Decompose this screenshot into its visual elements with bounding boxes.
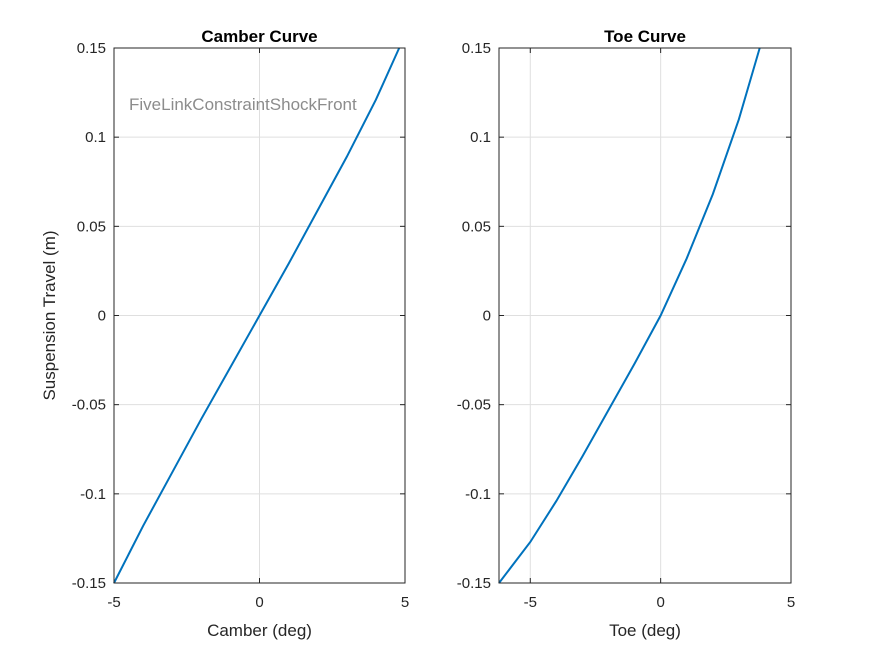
y-tick-label: 0.05: [462, 218, 491, 235]
chart-title: Camber Curve: [201, 27, 317, 46]
y-tick-label: 0: [98, 308, 106, 325]
x-tick-label: 0: [255, 594, 263, 611]
x-tick-label: 5: [401, 594, 409, 611]
x-tick-label: 0: [656, 594, 664, 611]
y-tick-label: 0.15: [77, 40, 106, 57]
y-tick-label: -0.05: [457, 397, 491, 414]
y-tick-label: 0.1: [85, 129, 106, 146]
series-line-1: [498, 47, 761, 584]
annotation-text: FiveLinkConstraintShockFront: [129, 95, 357, 114]
y-tick-label: -0.1: [465, 486, 491, 503]
y-tick-label: -0.15: [457, 575, 491, 592]
x-tick-label: 5: [787, 594, 795, 611]
y-tick-label: -0.15: [72, 575, 106, 592]
y-tick-label: 0.05: [77, 218, 106, 235]
y-tick-label: 0.15: [462, 40, 491, 57]
chart-panel-1: -5 0 5 -0.15 -0.1 -0.05 0 0.05 0.1 0.15 Camber Cur…: [40, 27, 409, 640]
y-tick-label: -0.05: [72, 397, 106, 414]
x-axis-label: Toe (deg): [609, 621, 681, 640]
x-tick-label: -5: [524, 594, 537, 611]
y-axis-label: Suspension Travel (m): [40, 230, 59, 400]
x-tick-label: -5: [107, 594, 120, 611]
chart-panel-2: -5 0 5 -0.15 -0.1 -0.05 0 0.05 0.1 0.15 Toe Curve T…: [457, 27, 795, 640]
y-tick-label: 0.1: [470, 129, 491, 146]
series-line-1: [113, 47, 401, 584]
x-axis-label: Camber (deg): [207, 621, 312, 640]
y-tick-label: -0.1: [80, 486, 106, 503]
y-tick-label: 0: [483, 308, 491, 325]
chart-title: Toe Curve: [604, 27, 686, 46]
